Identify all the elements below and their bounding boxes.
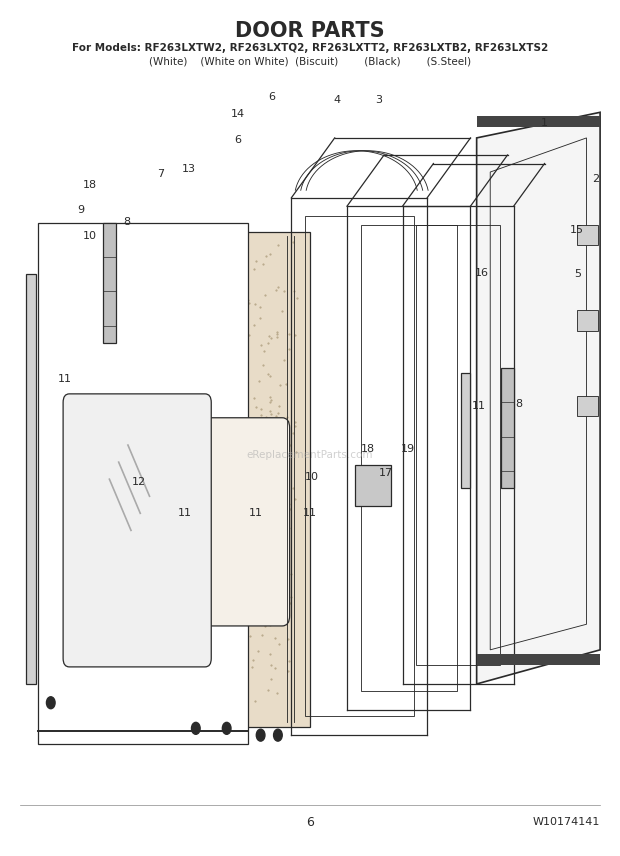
Text: 8: 8 [515,399,522,409]
FancyBboxPatch shape [577,395,598,416]
Polygon shape [477,112,600,684]
FancyBboxPatch shape [179,418,290,626]
Bar [502,368,514,488]
Text: DOOR PARTS: DOOR PARTS [235,21,385,41]
Text: 8: 8 [123,217,130,227]
Text: 11: 11 [249,508,264,519]
Text: (White)    (White on White)  (Biscuit)        (Black)        (S.Steel): (White) (White on White) (Biscuit) (Blac… [149,56,471,66]
Text: 16: 16 [474,268,489,277]
Text: 9: 9 [77,205,84,216]
Text: 11: 11 [179,508,192,519]
Text: 17: 17 [379,468,393,479]
Text: 11: 11 [471,401,485,411]
Text: 13: 13 [182,164,195,175]
FancyBboxPatch shape [577,310,598,330]
Circle shape [46,697,55,709]
FancyBboxPatch shape [355,465,391,507]
Text: 12: 12 [132,477,146,487]
Bar [477,654,600,665]
Text: 18: 18 [360,444,374,455]
Text: 4: 4 [333,94,340,104]
Bar [361,225,457,691]
Text: 15: 15 [570,225,584,235]
Circle shape [192,722,200,734]
Text: 6: 6 [234,134,241,145]
Bar [168,232,310,727]
Text: 10: 10 [82,231,97,241]
Circle shape [256,729,265,741]
Bar [461,372,470,488]
FancyBboxPatch shape [63,394,211,667]
Text: 6: 6 [306,816,314,829]
Text: 18: 18 [82,180,97,190]
FancyBboxPatch shape [577,225,598,246]
Bar [26,275,36,684]
Text: W10174141: W10174141 [533,817,600,827]
Circle shape [223,722,231,734]
Text: 19: 19 [401,444,415,455]
Text: 11: 11 [58,373,72,383]
Text: 5: 5 [574,270,581,279]
Bar [477,116,600,127]
Bar [305,217,414,716]
Text: 7: 7 [157,169,164,179]
Text: 14: 14 [231,109,245,119]
Text: 2: 2 [592,174,600,184]
Text: 3: 3 [376,94,383,104]
Circle shape [273,729,282,741]
Text: 11: 11 [303,508,317,519]
Bar [38,223,248,744]
Text: 6: 6 [268,92,275,102]
Text: 1: 1 [541,117,548,128]
Text: 10: 10 [305,473,319,483]
Text: eReplacementParts.com: eReplacementParts.com [247,450,373,461]
Bar [104,223,115,342]
Text: For Models: RF263LXTW2, RF263LXTQ2, RF263LXTT2, RF263LXTB2, RF263LXTS2: For Models: RF263LXTW2, RF263LXTQ2, RF26… [72,44,548,53]
Bar [416,225,500,665]
